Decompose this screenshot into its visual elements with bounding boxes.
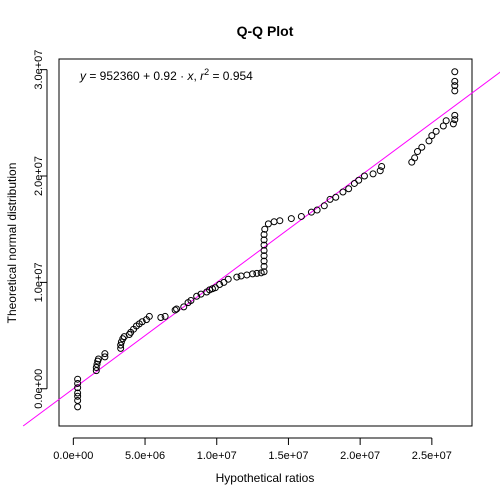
data-point	[260, 252, 268, 260]
x-tick-label: 2.0e+07	[340, 450, 380, 462]
data-point	[451, 77, 459, 85]
data-point	[350, 179, 358, 187]
data-point	[451, 111, 459, 119]
annotation-r-var: r	[200, 69, 205, 83]
data-point	[276, 217, 284, 225]
data-point	[418, 143, 426, 151]
plot-frame	[58, 58, 473, 427]
data-point	[332, 193, 340, 201]
x-tick-label: 1.0e+07	[197, 450, 237, 462]
x-axis: 0.0e+00 5.0e+06 1.0e+07 1.5e+07 2.0e+07 2.5e+…	[53, 437, 452, 462]
data-point	[145, 312, 153, 320]
data-point	[233, 273, 241, 281]
y-tick-label: 1.0e+07	[33, 262, 45, 302]
annotation-r-exp: 2	[204, 67, 209, 77]
data-point	[439, 122, 447, 130]
x-tick-label: 0.0e+00	[53, 450, 93, 462]
regression-annotation: y = 952360 + 0.92 · x, r2 = 0.954	[79, 67, 253, 83]
data-point	[378, 162, 386, 170]
reference-line	[22, 71, 500, 427]
data-point	[74, 379, 82, 387]
x-tick-label: 1.5e+07	[268, 450, 308, 462]
data-point	[173, 305, 181, 313]
data-point	[264, 220, 272, 228]
data-point	[270, 218, 278, 226]
data-point	[94, 355, 102, 363]
data-point	[101, 353, 109, 361]
annotation-x-var: x	[186, 69, 194, 83]
data-point	[260, 246, 268, 254]
data-point	[260, 268, 268, 276]
data-point	[451, 87, 459, 95]
data-point	[376, 167, 384, 175]
data-point	[92, 363, 100, 371]
y-tick-label: 2.0e+07	[33, 156, 45, 196]
data-point	[260, 236, 268, 244]
data-point	[74, 403, 82, 411]
data-point	[451, 82, 459, 90]
data-point	[117, 338, 125, 346]
data-point	[355, 176, 363, 184]
data-point	[451, 68, 459, 76]
x-tick-label: 2.5e+07	[412, 450, 452, 462]
y-axis: 0.0e+00 1.0e+07 2.0e+07 3.0e+07	[33, 50, 48, 409]
data-point	[161, 312, 169, 320]
data-point	[260, 231, 268, 239]
data-point	[339, 188, 347, 196]
data-point	[249, 270, 257, 278]
x-axis-label: Hypothetical ratios	[216, 471, 315, 485]
data-point	[442, 117, 450, 125]
data-point	[138, 318, 146, 326]
data-point	[425, 137, 433, 145]
data-point	[171, 306, 179, 314]
data-point	[345, 185, 353, 193]
y-tick-label: 3.0e+07	[33, 50, 45, 90]
data-points	[74, 68, 459, 411]
annotation-r-value: = 0.954	[212, 69, 253, 83]
annotation-rhs: = 952360 + 0.92 ·	[89, 69, 184, 83]
data-point	[193, 292, 201, 300]
data-point	[260, 262, 268, 270]
data-point	[369, 170, 377, 178]
data-point	[216, 281, 224, 289]
data-point	[414, 148, 422, 156]
y-tick-label: 0.0e+00	[33, 369, 45, 409]
data-point	[74, 396, 82, 404]
annotation-comma: ,	[193, 69, 200, 83]
data-point	[74, 375, 82, 383]
data-point	[260, 241, 268, 249]
data-point	[451, 116, 459, 124]
data-point	[261, 225, 269, 233]
data-point	[74, 389, 82, 397]
data-point	[224, 275, 232, 283]
data-point	[449, 120, 457, 128]
data-point	[117, 341, 125, 349]
data-point	[360, 172, 368, 180]
data-point	[320, 202, 328, 210]
data-point	[432, 127, 440, 135]
data-point	[313, 206, 321, 214]
data-point	[408, 158, 416, 166]
data-point	[411, 154, 419, 162]
chart-title: Q-Q Plot	[237, 23, 294, 39]
data-point	[74, 392, 82, 400]
data-point	[253, 269, 261, 277]
data-point	[287, 215, 295, 223]
y-axis-label: Theoretical normal distribution	[5, 163, 19, 324]
x-tick-label: 5.0e+06	[125, 450, 165, 462]
data-point	[180, 303, 188, 311]
data-point	[428, 132, 436, 140]
data-point	[157, 313, 165, 321]
data-point	[74, 384, 82, 392]
annotation-y-var: y	[79, 69, 87, 83]
data-point	[101, 350, 109, 358]
data-point	[260, 257, 268, 265]
reference-line-group	[22, 71, 500, 427]
data-point	[297, 212, 305, 220]
data-point	[243, 271, 251, 279]
data-point	[237, 272, 245, 280]
data-point	[187, 296, 195, 304]
